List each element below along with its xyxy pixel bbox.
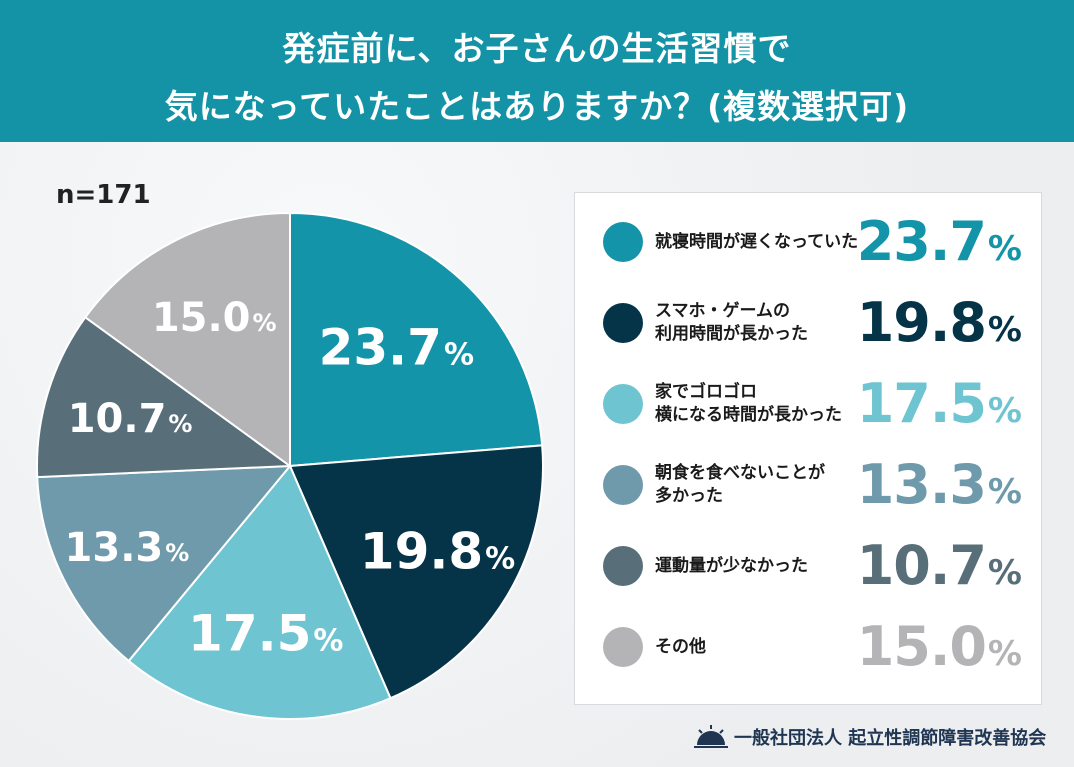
legend-dot — [603, 222, 643, 262]
legend-value-percent: % — [987, 553, 1022, 593]
legend-value-percent: % — [987, 391, 1022, 431]
data-label-1: 23.7% — [319, 319, 474, 377]
legend-item: 家でゴロゴロ 横になる時間が長かった 17.5% — [575, 369, 1041, 439]
legend-value-number: 23.7 — [856, 210, 987, 273]
legend-value: 23.7% — [856, 210, 1022, 279]
legend-label-line: 就寝時間が遅くなっていた — [655, 232, 859, 252]
legend-label-line: 多かった — [655, 486, 723, 506]
legend-label-line: 家でゴロゴロ — [655, 382, 757, 402]
pie-slice-5 — [36, 315, 293, 479]
data-label-3: 17.5% — [188, 604, 343, 662]
legend-dot — [603, 384, 643, 424]
legend-item: 運動量が少なかった 10.7% — [575, 531, 1041, 601]
pie-slice-1 — [289, 211, 544, 468]
legend-value: 19.8% — [856, 291, 1022, 360]
legend-dot — [603, 303, 643, 343]
footer: 一般社団法人 起立性調節障害改善協会 — [694, 722, 1054, 752]
title-line-1: 発症前に、お子さんの生活習慣で — [282, 29, 792, 68]
data-label-2: 19.8% — [360, 523, 515, 581]
legend-value-percent: % — [987, 634, 1022, 674]
legend-label: 運動量が少なかった — [655, 555, 875, 578]
legend-value: 15.0% — [856, 615, 1022, 684]
legend-label-line: 横になる時間が長かった — [655, 405, 842, 425]
pie-slice-6 — [83, 211, 291, 468]
data-label-6: 15.0% — [152, 295, 277, 341]
legend-value-number: 17.5 — [856, 372, 987, 435]
legend-label: 朝食を食べないことが 多かった — [655, 462, 875, 508]
legend-dot — [603, 627, 643, 667]
legend-item: 就寝時間が遅くなっていた 23.7% — [575, 207, 1041, 277]
pie-slice-2 — [288, 444, 544, 700]
sunrise-logo-icon — [694, 725, 728, 748]
legend-label-line: スマホ・ゲームの — [655, 301, 790, 321]
legend-value-percent: % — [987, 472, 1022, 512]
legend-value-number: 15.0 — [856, 615, 987, 678]
legend-item: その他 15.0% — [575, 612, 1041, 682]
legend-label-line: 利用時間が長かった — [655, 324, 808, 344]
data-label-4: 13.3% — [65, 525, 190, 571]
legend-label: 家でゴロゴロ横になる時間が長かった — [655, 381, 875, 427]
title-banner: 発症前に、お子さんの生活習慣で 気になっていたことはありますか？(複数選択可) — [0, 0, 1074, 142]
sample-size: n=171 — [56, 180, 151, 210]
data-label-5: 10.7% — [68, 396, 193, 442]
legend-label-line: 運動量が少なかった — [655, 556, 808, 576]
legend-panel: 就寝時間が遅くなっていた 23.7% スマホ・ゲームの 利用時間が長かった 19.8% 家… — [574, 192, 1042, 705]
legend-value-percent: % — [987, 310, 1022, 350]
legend-item: 朝食を食べないことが 多かった 13.3% — [575, 450, 1041, 520]
legend-dot — [603, 546, 643, 586]
legend-dot — [603, 465, 643, 505]
pie-slice-3 — [127, 464, 392, 720]
legend-label: スマホ・ゲームの 利用時間が長かった — [655, 300, 875, 346]
legend-value-number: 10.7 — [856, 534, 987, 597]
legend-label: 就寝時間が遅くなっていた — [655, 231, 875, 254]
title-line-2: 気になっていたことはありますか？(複数選択可) — [164, 87, 910, 126]
legend-item: スマホ・ゲームの 利用時間が長かった 19.8% — [575, 288, 1041, 358]
legend-label: その他 — [655, 636, 875, 659]
legend-label-line: その他 — [655, 637, 706, 657]
legend-value: 10.7% — [856, 534, 1022, 603]
legend-label-line: 朝食を食べないことが — [655, 463, 825, 483]
legend-value: 13.3% — [856, 453, 1022, 522]
organization-name: 一般社団法人 起立性調節障害改善協会 — [734, 728, 1047, 749]
legend-value-number: 13.3 — [856, 453, 987, 516]
pie-slice-4 — [36, 464, 293, 663]
legend-value: 17.5% — [856, 372, 1022, 441]
legend-value-number: 19.8 — [856, 291, 987, 354]
legend-value-percent: % — [987, 229, 1022, 269]
